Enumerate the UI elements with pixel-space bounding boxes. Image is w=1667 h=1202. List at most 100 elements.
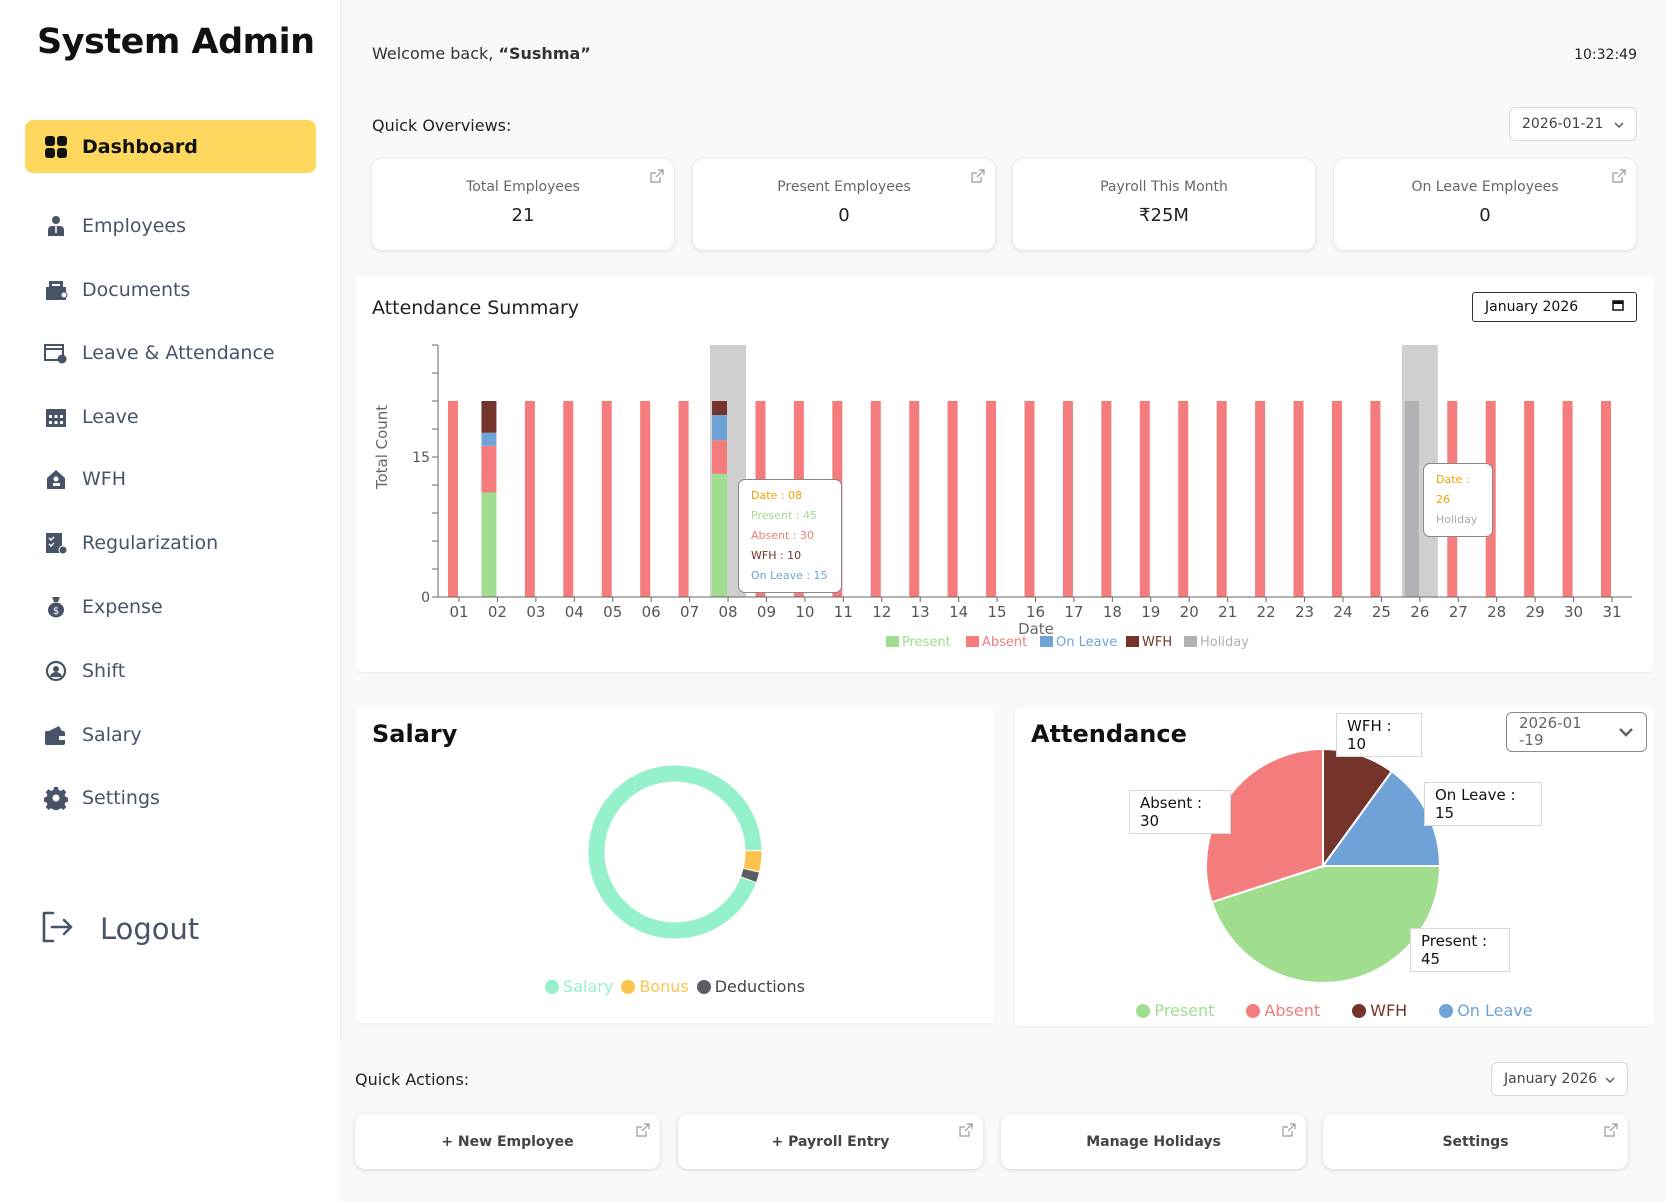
bar-absent-20[interactable] [1178, 401, 1189, 597]
documents-icon [41, 279, 71, 301]
legend-swatch-holiday [1184, 636, 1197, 647]
bar-absent-31[interactable] [1601, 401, 1611, 597]
sidebar-item-documents[interactable]: Documents [25, 263, 316, 316]
bar-absent-12[interactable] [870, 401, 881, 597]
sidebar-item-wfh[interactable]: WFH [25, 452, 316, 505]
sidebar-item-shift[interactable]: Shift [25, 644, 316, 697]
sidebar-item-settings[interactable]: Settings [25, 771, 316, 824]
pie-slice-present[interactable] [1210, 865, 1442, 984]
sidebar-item-leave[interactable]: Leave [25, 390, 316, 443]
bar-absent-25[interactable] [1370, 401, 1381, 597]
bar-absent-24[interactable] [1331, 401, 1342, 597]
bar-absent-16[interactable] [1024, 401, 1035, 597]
external-link-icon[interactable] [650, 168, 664, 187]
x-tick-label: 07 [680, 603, 699, 621]
quick-action-settings-button[interactable]: Settings [1323, 1114, 1628, 1169]
legend-item-bonus[interactable]: Bonus [621, 977, 689, 996]
attendance-date-select[interactable]: 2026-01 -19 [1506, 712, 1647, 752]
quick-action-payroll-entry-button[interactable]: + Payroll Entry [678, 1114, 983, 1169]
bar-absent-04[interactable] [563, 401, 574, 597]
donut-slice-salary[interactable] [587, 764, 763, 940]
bar-absent-01[interactable] [448, 401, 458, 597]
bar-absent-05[interactable] [601, 401, 612, 597]
legend-label[interactable]: On Leave [1056, 635, 1117, 650]
legend-item-deductions[interactable]: Deductions [696, 977, 805, 996]
quick-action-manage-holidays-button[interactable]: Manage Holidays [1001, 1114, 1306, 1169]
salary-legend: Salary Bonus Deductions [355, 977, 995, 998]
bar-absent-18[interactable] [1101, 401, 1112, 597]
legend-item-wfh[interactable]: WFH [1352, 1001, 1407, 1020]
legend-label[interactable]: Present [902, 635, 951, 650]
bar-absent-13[interactable] [909, 401, 920, 597]
bar-absent-23[interactable] [1293, 401, 1304, 597]
sidebar-item-expense[interactable]: $ Expense [25, 580, 316, 633]
tooltip-absent: Absent : 30 [751, 529, 814, 542]
bar-absent-14[interactable] [947, 401, 958, 597]
month-picker[interactable]: January 2026 [1472, 292, 1637, 322]
bar-wfh-08[interactable] [712, 401, 728, 415]
sidebar-item-label: Dashboard [82, 135, 198, 158]
legend-label[interactable]: Absent [982, 635, 1027, 650]
sidebar-item-label: Leave & Attendance [82, 341, 275, 364]
card-value: 0 [838, 205, 850, 226]
legend-item-present[interactable]: Present [1136, 1001, 1214, 1020]
sidebar-item-employees[interactable]: Employees [25, 199, 316, 252]
bar-present-02[interactable] [481, 492, 497, 597]
sidebar-item-leave-attendance[interactable]: Leave & Attendance [25, 326, 316, 379]
card-title: Total Employees [466, 179, 580, 195]
bar-absent-19[interactable] [1139, 401, 1150, 597]
legend-item-absent[interactable]: Absent [1246, 1001, 1320, 1020]
x-tick-label: 05 [603, 603, 622, 621]
gear-icon [41, 786, 71, 810]
bar-leave-02[interactable] [481, 432, 497, 446]
legend-label[interactable]: WFH [1142, 635, 1172, 650]
overview-date-select[interactable]: 2026-01-21 [1509, 107, 1637, 141]
donut-slice-deductions[interactable] [739, 867, 761, 884]
bar-absent-15[interactable] [986, 401, 997, 597]
legend-item-on-leave[interactable]: On Leave [1439, 1001, 1533, 1020]
bar-absent-03[interactable] [524, 401, 535, 597]
legend-label: Salary [563, 977, 614, 996]
bar-leave-08[interactable] [712, 415, 728, 441]
logout-button[interactable]: Logout [40, 910, 199, 948]
user-name: “Sushma” [498, 44, 591, 63]
bar-present-08[interactable] [712, 473, 728, 597]
bar-absent-29[interactable] [1524, 401, 1535, 597]
sidebar-item-regularization[interactable]: Regularization [25, 516, 316, 569]
bar-absent-30[interactable] [1562, 401, 1573, 597]
bar-absent-21[interactable] [1216, 401, 1227, 597]
overview-card-present-employees[interactable]: Present Employees 0 [693, 159, 995, 250]
x-tick-label: 10 [795, 603, 814, 621]
sidebar-divider [340, 0, 342, 1040]
quick-action-new-employee-button[interactable]: + New Employee [355, 1114, 660, 1169]
wallet-icon [41, 724, 71, 746]
legend-label[interactable]: Holiday [1200, 635, 1249, 650]
bar-absent-08[interactable] [712, 440, 728, 474]
bar-absent-22[interactable] [1255, 401, 1266, 597]
pie-label-absent: Absent : 30 [1129, 790, 1231, 834]
y-axis-label: Total Count [373, 405, 391, 490]
bar-absent-06[interactable] [640, 401, 651, 597]
external-link-icon[interactable] [971, 168, 985, 187]
x-tick-label: 30 [1564, 603, 1583, 621]
salary-panel [355, 707, 995, 1023]
legend-item-salary[interactable]: Salary [545, 977, 613, 996]
overview-card-payroll-this-month[interactable]: Payroll This Month ₹25M [1013, 159, 1315, 250]
bar-absent-02[interactable] [481, 445, 497, 493]
sidebar-item-dashboard[interactable]: Dashboard [25, 120, 316, 173]
bar-absent-17[interactable] [1062, 401, 1073, 597]
external-link-icon[interactable] [1612, 168, 1626, 187]
legend-label: Present [1154, 1001, 1215, 1020]
quick-actions-month-select[interactable]: January 2026 [1491, 1062, 1628, 1096]
overview-card-total-employees[interactable]: Total Employees 21 [372, 159, 674, 250]
sidebar-item-salary[interactable]: Salary [25, 708, 316, 761]
overview-card-on-leave-employees[interactable]: On Leave Employees 0 [1334, 159, 1636, 250]
sidebar-item-label: Shift [82, 659, 126, 682]
bar-holiday-26[interactable] [1404, 401, 1419, 597]
legend-label: On Leave [1457, 1001, 1533, 1020]
legend-dot [545, 979, 560, 994]
bar-wfh-02[interactable] [481, 401, 497, 433]
legend-dot [1439, 1003, 1454, 1018]
x-tick-label: 03 [526, 603, 545, 621]
bar-absent-07[interactable] [678, 401, 689, 597]
